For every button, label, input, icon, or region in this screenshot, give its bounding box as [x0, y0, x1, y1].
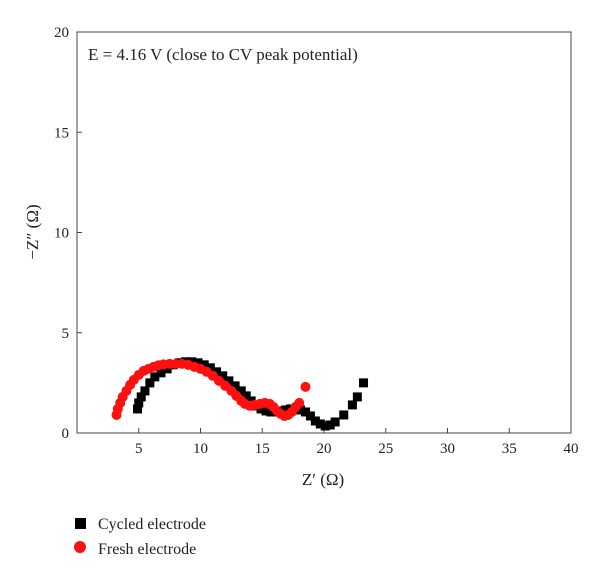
- data-point-cycled: [140, 386, 150, 396]
- x-axis-label: Z′ (Ω): [302, 470, 344, 489]
- y-axis-label: −Z″ (Ω): [23, 204, 42, 259]
- x-tick-label: 35: [502, 441, 517, 457]
- legend-marker-cycled: [75, 518, 86, 529]
- data-point-cycled: [150, 372, 160, 382]
- y-tick-label: 0: [62, 426, 70, 442]
- data-point-fresh: [300, 381, 311, 392]
- potential-annotation: E = 4.16 V (close to CV peak potential): [88, 45, 358, 64]
- data-point-cycled: [310, 416, 320, 426]
- data-point-cycled: [305, 411, 315, 421]
- x-tick-label: 30: [440, 441, 455, 457]
- data-point-cycled: [236, 386, 246, 396]
- y-tick-label: 15: [54, 125, 69, 141]
- x-tick-label: 25: [378, 441, 393, 457]
- data-point-cycled: [347, 400, 357, 410]
- data-point-cycled: [212, 367, 222, 377]
- data-point-cycled: [352, 392, 362, 402]
- data-point-cycled: [256, 404, 266, 414]
- y-tick-label: 10: [54, 226, 69, 242]
- data-point-cycled: [300, 407, 310, 417]
- data-point-cycled: [320, 421, 330, 431]
- data-point-cycled: [156, 368, 166, 378]
- legend-label-fresh: Fresh electrode: [98, 541, 196, 558]
- data-point-cycled: [224, 376, 234, 386]
- data-point-cycled: [134, 398, 144, 408]
- data-point-cycled: [218, 371, 228, 381]
- x-tick-label: 10: [193, 441, 208, 457]
- data-point-cycled: [325, 420, 335, 430]
- data-point-cycled: [230, 381, 240, 391]
- data-point-cycled: [315, 419, 325, 429]
- data-point-cycled: [193, 358, 203, 368]
- legend-marker-fresh: [74, 541, 86, 553]
- data-point-cycled: [261, 406, 271, 416]
- data-point-cycled: [339, 410, 349, 420]
- data-point-cycled: [162, 364, 172, 374]
- data-point-cycled: [145, 378, 155, 388]
- data-point-cycled: [330, 417, 340, 427]
- data-point-cycled: [359, 378, 369, 388]
- data-point-cycled: [246, 396, 256, 406]
- data-point-cycled: [199, 360, 209, 370]
- data-markers: [111, 357, 369, 431]
- data-point-cycled: [205, 363, 215, 373]
- legend-label-cycled: Cycled electrode: [98, 516, 206, 533]
- x-tick-label: 20: [317, 441, 332, 457]
- y-tick-label: 5: [62, 326, 70, 342]
- x-axis-ticks: 5 10 15 20 25 30 35 40: [135, 428, 579, 457]
- data-point-cycled: [241, 391, 251, 401]
- data-point-cycled: [136, 392, 146, 402]
- series-fresh-electrode: [111, 358, 311, 421]
- data-point-cycled: [281, 405, 291, 415]
- x-tick-label: 15: [255, 441, 270, 457]
- x-tick-label: 40: [564, 441, 579, 457]
- data-point-cycled: [133, 404, 143, 414]
- y-axis-ticks: 0 5 10 15 20: [54, 25, 82, 442]
- data-point-cycled: [296, 405, 306, 415]
- x-tick-label: 5: [135, 441, 143, 457]
- y-tick-label: 20: [54, 25, 69, 41]
- data-point-cycled: [266, 407, 276, 417]
- legend: Cycled electrode Fresh electrode: [74, 516, 206, 558]
- data-point-fresh: [294, 397, 305, 408]
